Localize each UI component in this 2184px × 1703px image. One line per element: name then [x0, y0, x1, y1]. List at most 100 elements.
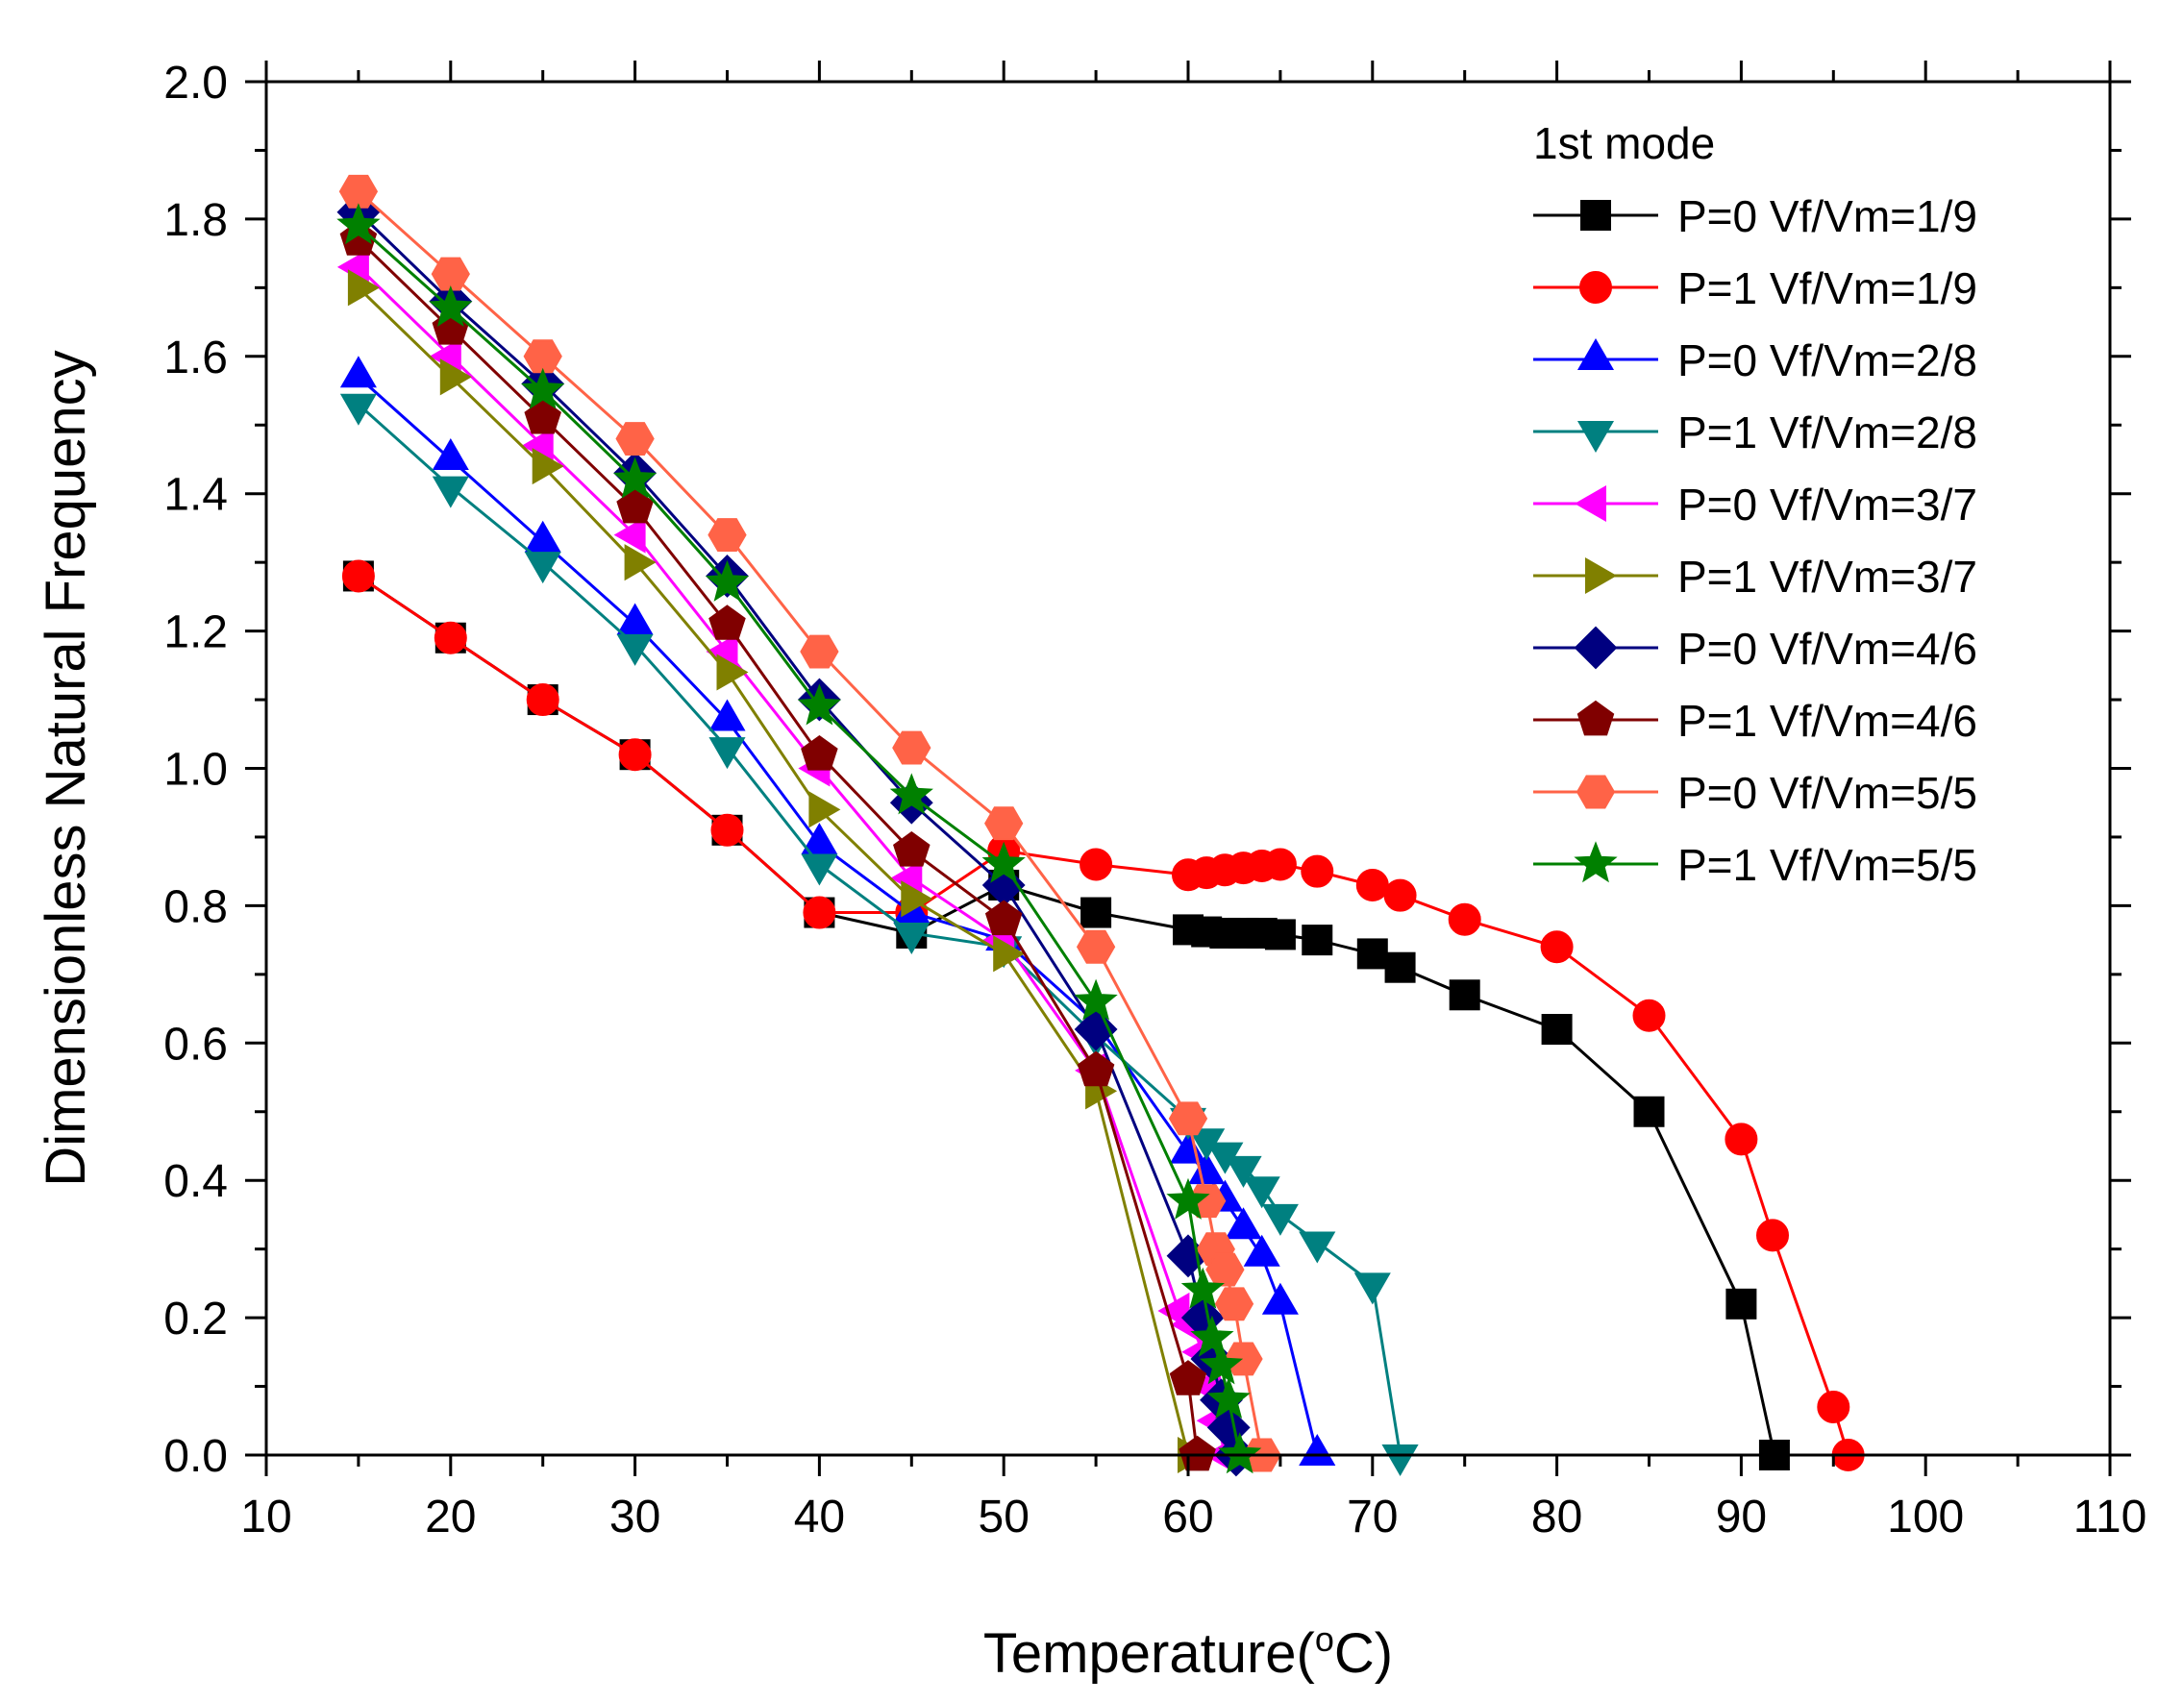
data-point: [1214, 1287, 1254, 1321]
data-point: [1756, 1219, 1790, 1252]
series-2: [341, 559, 1865, 1471]
legend-entry: P=1 Vf/Vm=1/9: [1533, 263, 1977, 313]
data-point: [1168, 1101, 1208, 1136]
data-point: [1299, 1231, 1336, 1264]
x-tick-label: 80: [1531, 1492, 1582, 1543]
data-point: [1817, 1390, 1850, 1423]
data-point: [338, 174, 379, 209]
data-point: [1449, 979, 1480, 1011]
data-point: [1076, 929, 1116, 964]
data-point: [1356, 938, 1388, 970]
data-point: [1225, 1207, 1262, 1240]
data-point: [981, 841, 1026, 883]
data-point: [1541, 1014, 1573, 1046]
data-point: [1243, 1176, 1280, 1209]
data-point: [800, 634, 839, 669]
data-point: [1243, 1234, 1280, 1267]
data-point: [624, 544, 657, 581]
data-point: [901, 880, 933, 918]
data-point: [708, 699, 746, 731]
data-point: [803, 896, 836, 929]
legend-marker: [1574, 484, 1606, 523]
data-point: [892, 730, 931, 765]
data-point: [339, 393, 377, 426]
legend-label: P=1 Vf/Vm=1/9: [1677, 263, 1977, 313]
legend-marker: [1579, 271, 1612, 304]
data-point: [1080, 848, 1113, 881]
data-point: [1263, 848, 1297, 881]
legend-label: P=0 Vf/Vm=1/9: [1677, 191, 1977, 241]
data-point: [1725, 1288, 1757, 1320]
legend-marker: [1576, 775, 1616, 809]
legend-marker: [1580, 200, 1611, 231]
x-axis-label-degree: o: [1315, 1619, 1334, 1659]
y-tick-label: 1.2: [163, 607, 228, 658]
data-point: [532, 448, 564, 485]
data-point: [521, 367, 565, 409]
data-point: [1074, 978, 1118, 1021]
data-point: [1180, 1267, 1225, 1309]
data-point: [893, 830, 931, 867]
series-line: [357, 286, 1190, 1456]
x-tick-label: 60: [1162, 1492, 1213, 1543]
data-point: [1633, 1096, 1665, 1127]
data-point: [1264, 919, 1296, 950]
y-tick-label: 1.0: [163, 745, 228, 796]
x-tick-label: 100: [1887, 1492, 1964, 1543]
data-point: [615, 422, 655, 456]
data-point: [889, 773, 933, 815]
series-9: [338, 174, 1281, 1472]
y-tick-label: 1.4: [163, 470, 228, 521]
data-point: [439, 358, 472, 396]
plot-series-layer: [336, 174, 1865, 1477]
y-tick-label: 0.8: [163, 881, 228, 932]
legend-marker: [1576, 700, 1615, 736]
legend-marker: [1576, 337, 1615, 370]
data-point: [1077, 1050, 1115, 1087]
data-point: [523, 339, 562, 374]
data-point: [616, 487, 654, 524]
data-point: [1301, 854, 1334, 888]
data-point: [1540, 930, 1574, 964]
series-line: [357, 210, 1238, 1456]
legend-entry: P=0 Vf/Vm=3/7: [1533, 480, 1977, 530]
data-point: [524, 552, 561, 584]
data-point: [1355, 868, 1389, 901]
x-axis-label: Temperature(oC): [983, 1619, 1393, 1685]
data-point: [801, 853, 838, 886]
series-1: [342, 560, 1790, 1470]
y-tick-label: 0.6: [163, 1019, 228, 1070]
legend-entry: P=1 Vf/Vm=5/5: [1533, 840, 1977, 890]
data-point: [613, 516, 646, 554]
series-8: [339, 220, 1216, 1471]
data-point: [618, 738, 652, 772]
legend-label: P=0 Vf/Vm=2/8: [1677, 335, 1977, 385]
data-point: [1384, 951, 1416, 983]
series-3: [339, 356, 1336, 1466]
legend-entry: P=1 Vf/Vm=2/8: [1533, 407, 1977, 457]
data-point: [1080, 897, 1112, 928]
data-point: [1169, 1360, 1207, 1395]
data-point: [710, 813, 744, 847]
axis-ticks-layer: 10 20 30 40 50 60 70 80 90 100 110 0.0 0.2 0.4 0.6 0.8 1…: [163, 58, 2147, 1543]
data-point: [429, 285, 473, 328]
data-point: [993, 935, 1026, 973]
y-tick-label: 0.4: [163, 1156, 228, 1207]
legend-label: P=1 Vf/Vm=2/8: [1677, 407, 1977, 457]
legend-entry: P=0 Vf/Vm=2/8: [1533, 335, 1977, 385]
data-point: [336, 203, 381, 245]
x-tick-label: 40: [794, 1492, 845, 1543]
data-point: [526, 683, 559, 717]
x-tick-label: 20: [425, 1492, 476, 1543]
data-point: [1632, 999, 1666, 1032]
data-point: [708, 737, 746, 770]
x-tick-label: 10: [240, 1492, 291, 1543]
y-tick-label: 1.6: [163, 333, 228, 383]
legend-label: P=1 Vf/Vm=5/5: [1677, 840, 1977, 890]
data-point: [1218, 1432, 1262, 1474]
legend-title: 1st mode: [1533, 118, 1715, 168]
legend-label: P=1 Vf/Vm=4/6: [1677, 696, 1977, 746]
data-point: [1074, 1007, 1118, 1051]
data-point: [524, 398, 561, 434]
data-point: [1205, 1252, 1245, 1287]
